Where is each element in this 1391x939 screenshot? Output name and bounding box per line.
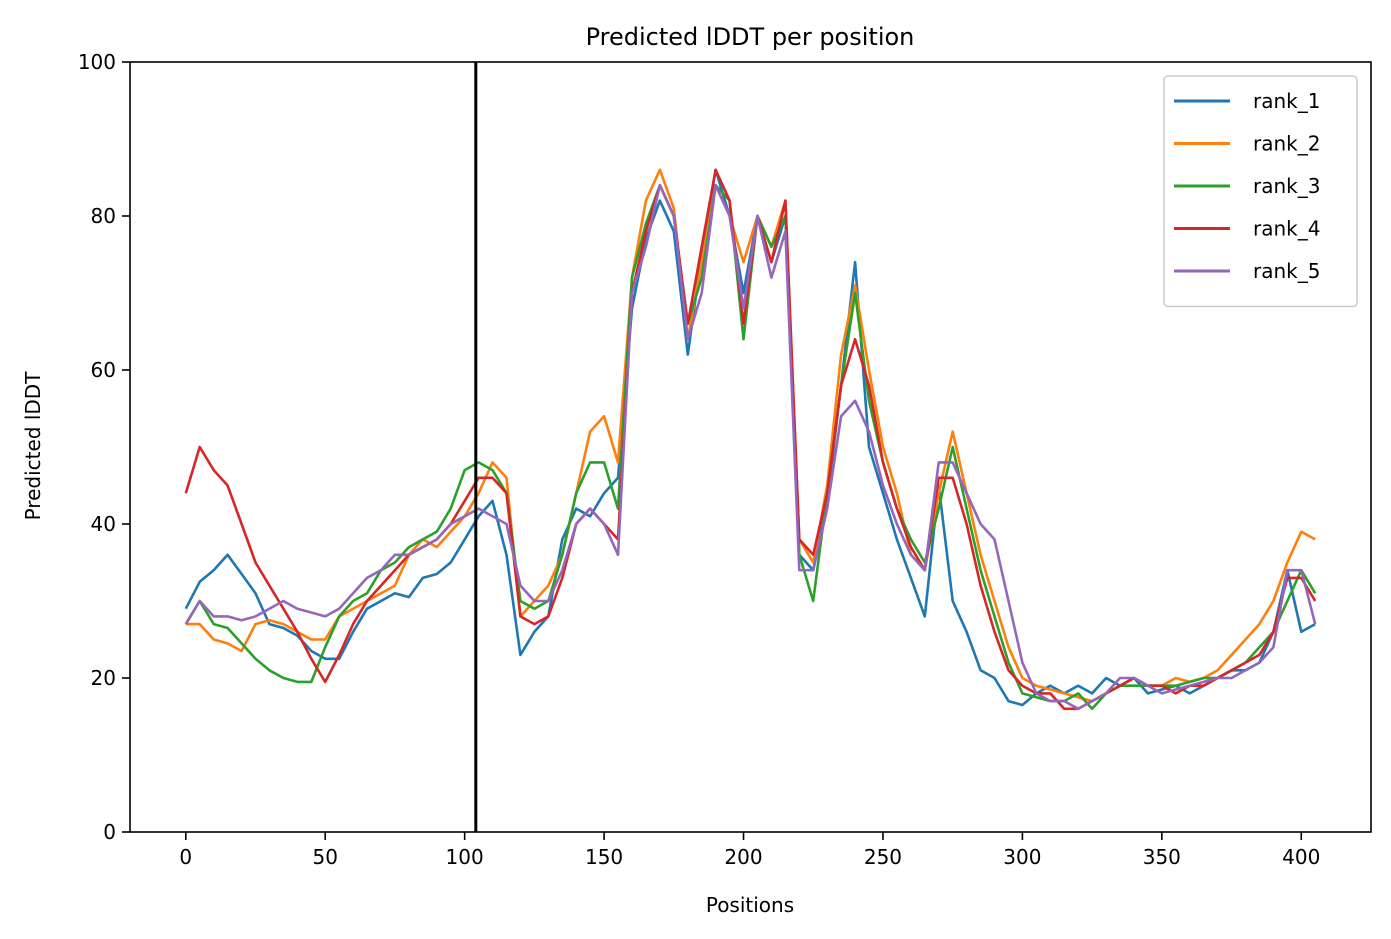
- x-tick-label: 350: [1143, 845, 1181, 869]
- x-tick-label: 300: [1003, 845, 1041, 869]
- y-tick-label: 40: [91, 512, 116, 536]
- x-tick-label: 0: [179, 845, 192, 869]
- y-tick-label: 60: [91, 358, 116, 382]
- legend-label-rank-1: rank_1: [1253, 89, 1320, 113]
- x-tick-label: 200: [724, 845, 762, 869]
- legend-label-rank-4: rank_4: [1253, 217, 1320, 241]
- x-tick-label: 50: [312, 845, 337, 869]
- legend-label-rank-3: rank_3: [1253, 174, 1320, 198]
- y-axis-label: Predicted lDDT: [21, 371, 45, 521]
- legend-box: [1163, 75, 1358, 308]
- series-layer: [184, 168, 1317, 711]
- legend-label-rank-5: rank_5: [1253, 259, 1320, 283]
- x-tick-label: 150: [585, 845, 623, 869]
- x-tick-label: 250: [864, 845, 902, 869]
- y-tick-label: 20: [91, 666, 116, 690]
- y-axis: 0 20 40 60 80 100: [78, 50, 130, 844]
- x-axis: 0 50 100 150 200 250 300 350 400: [179, 832, 1320, 869]
- x-axis-label: Positions: [706, 893, 794, 917]
- chart-title: Predicted lDDT per position: [586, 23, 915, 51]
- y-tick-label: 100: [78, 50, 116, 74]
- x-tick-label: 100: [446, 845, 484, 869]
- plot-frame: [129, 61, 1372, 833]
- x-tick-label: 400: [1282, 845, 1320, 869]
- y-tick-label: 0: [103, 820, 116, 844]
- legend: rank_1 rank_2 rank_3 rank_4 rank_5: [1163, 75, 1358, 308]
- series-line-rank-5: [184, 183, 1317, 711]
- y-tick-label: 80: [91, 204, 116, 228]
- legend-label-rank-2: rank_2: [1253, 132, 1320, 156]
